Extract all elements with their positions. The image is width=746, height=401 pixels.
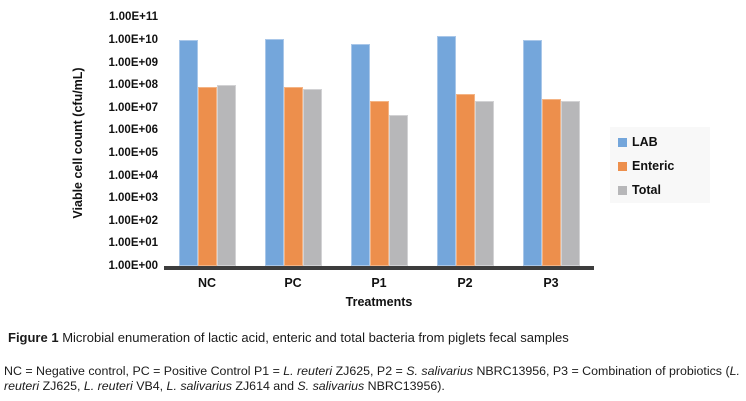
- y-tick-label: 1.00E+03: [108, 192, 158, 205]
- category-label-p2: P2: [457, 276, 473, 290]
- category-label-nc: NC: [197, 276, 217, 290]
- figure-footnote: NC = Negative control, PC = Positive Con…: [4, 364, 744, 394]
- bar-chart: Viable cell count (cfu/mL) 1.00E+00 1.00E…: [71, 11, 710, 309]
- y-tick-label: 1.00E+04: [108, 169, 158, 182]
- y-tick-label: 1.00E+01: [108, 237, 158, 250]
- y-tick-label: 1.00E+02: [108, 214, 158, 227]
- text-segment: L. reuteri: [283, 364, 333, 378]
- y-tick-label: 1.00E+09: [108, 56, 158, 69]
- y-tick-label: 1.00E+05: [108, 147, 158, 159]
- text-segment: L. reuteri: [4, 364, 740, 394]
- bar-enteric-pc: [283, 87, 303, 266]
- chart-legend: LAB Enteric Total: [610, 127, 710, 203]
- bar-total-p1: [388, 114, 408, 266]
- legend-label: Enteric: [632, 159, 675, 173]
- legend-label: LAB: [632, 135, 658, 149]
- figure-caption: Figure 1 Microbial enumeration of lactic…: [8, 330, 740, 345]
- bar-total-nc: [216, 85, 236, 266]
- bar-total-p2: [474, 100, 494, 266]
- bar-enteric-nc: [197, 87, 217, 266]
- bar-lab-pc: [264, 39, 284, 266]
- text-segment: NBRC13956).: [364, 379, 445, 394]
- legend-swatch-icon: [618, 161, 627, 171]
- bar-enteric-p2: [455, 94, 475, 266]
- y-tick-label: 1.00E+08: [108, 79, 158, 92]
- legend-item-enteric: Enteric: [618, 159, 704, 173]
- text-segment: S. salivarius: [406, 364, 474, 378]
- y-tick-label: 1.00E+07: [108, 101, 158, 114]
- y-tick-label: 1.00E+11: [109, 11, 158, 24]
- legend-swatch-icon: [618, 137, 627, 147]
- x-axis-title: Treatments: [345, 295, 413, 309]
- text-segment: L. salivarius: [166, 379, 232, 394]
- y-tick-label: 1.00E+10: [108, 34, 158, 46]
- y-tick-label: 1.00E+06: [108, 124, 158, 137]
- text-segment: NC = Negative control, PC = Positive Con…: [4, 364, 284, 378]
- text-segment: Microbial enumeration of lactic acid, en…: [62, 330, 569, 345]
- text-segment: VB4,: [132, 379, 167, 394]
- text-segment: ZJ625,: [39, 379, 84, 394]
- bar-total-p3: [560, 100, 580, 266]
- legend-item-lab: LAB: [618, 135, 704, 149]
- category-label-p3: P3: [543, 276, 559, 290]
- category-label-p1: P1: [371, 276, 387, 290]
- text-segment: ZJ625, P2 =: [332, 364, 407, 378]
- bar-lab-p1: [350, 43, 370, 266]
- category-label-pc: PC: [284, 276, 302, 290]
- text-segment: S. salivarius: [297, 379, 365, 394]
- legend-swatch-icon: [618, 185, 627, 195]
- legend-label: Total: [632, 183, 661, 197]
- text-segment: L. reuteri: [83, 379, 133, 394]
- legend-item-total: Total: [618, 183, 704, 197]
- bar-lab-p3: [522, 40, 542, 266]
- bar-enteric-p3: [541, 98, 561, 266]
- bar-lab-p2: [436, 36, 456, 266]
- text-segment: ZJ614 and: [231, 379, 298, 394]
- text-segment: NBRC13956, P3 = Combination of probiotic…: [473, 364, 730, 378]
- x-axis-line: [164, 266, 594, 270]
- bar-total-pc: [302, 88, 322, 266]
- bar-enteric-p1: [369, 100, 389, 266]
- text-segment: Figure 1: [8, 330, 63, 345]
- y-tick-label: 1.00E+00: [108, 260, 158, 272]
- bar-lab-nc: [178, 40, 198, 266]
